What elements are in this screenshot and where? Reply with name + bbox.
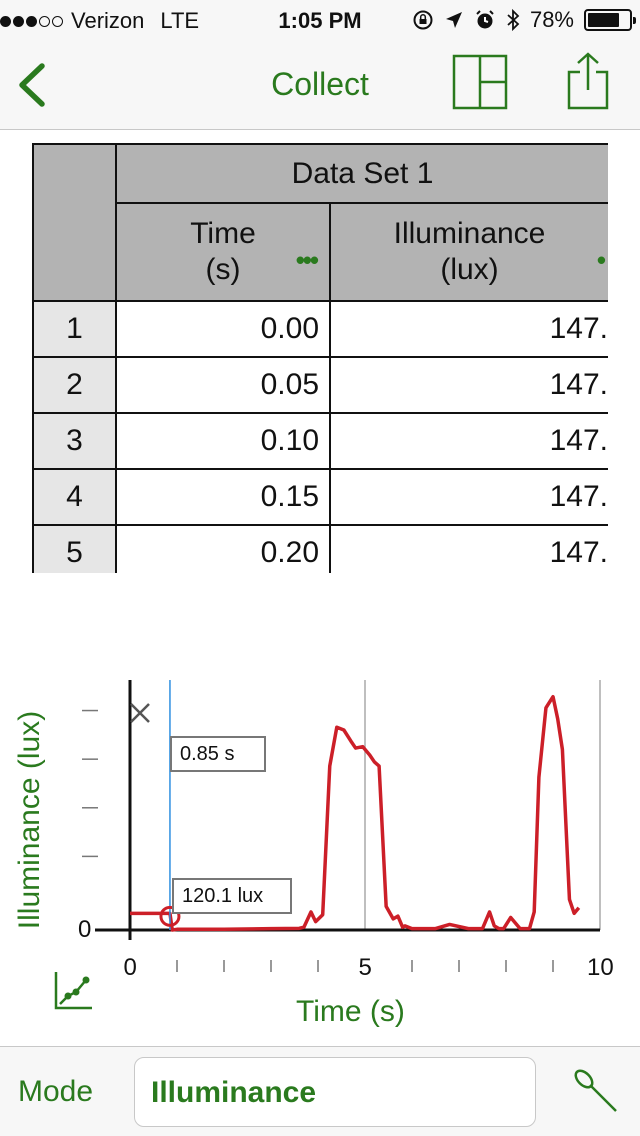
row-number: 5 bbox=[32, 524, 117, 573]
split-layout-icon[interactable] bbox=[452, 54, 508, 110]
page-title: Collect bbox=[271, 66, 369, 102]
status-right: 78% bbox=[412, 7, 636, 33]
time-cell[interactable]: 0.10 bbox=[115, 412, 331, 470]
battery-fill bbox=[588, 13, 620, 27]
close-x-icon bbox=[130, 703, 150, 723]
cursor-time-readout: 0.85 s bbox=[170, 736, 266, 772]
column-name: Time bbox=[190, 217, 256, 250]
more-options-icon[interactable]: ••• bbox=[295, 245, 319, 275]
table-row[interactable]: 4 0.15 147. bbox=[32, 468, 608, 526]
location-arrow-icon bbox=[445, 12, 462, 28]
cursor-marker bbox=[159, 905, 181, 927]
illuminance-cell[interactable]: 147. bbox=[328, 412, 608, 470]
column-name: Illuminance bbox=[393, 217, 546, 250]
x-tick-label: 0 bbox=[123, 954, 137, 981]
status-bar: Verizon LTE 1:05 PM 78% bbox=[0, 0, 640, 40]
bottom-toolbar: Mode Illuminance bbox=[0, 1046, 640, 1136]
plot-area[interactable] bbox=[0, 650, 640, 980]
x-tick-label: 10 bbox=[587, 954, 614, 981]
alarm-clock-icon bbox=[476, 10, 494, 29]
chevron-left-icon[interactable] bbox=[12, 62, 52, 108]
time-cell[interactable]: 0.05 bbox=[115, 356, 331, 414]
table-row[interactable]: 2 0.05 147. bbox=[32, 356, 608, 414]
column-unit: (s) bbox=[205, 253, 241, 286]
illuminance-cell[interactable]: 147. bbox=[328, 468, 608, 526]
column-unit: (lux) bbox=[440, 253, 499, 286]
mode-button[interactable]: Mode bbox=[18, 1075, 94, 1108]
time-cell[interactable]: 0.20 bbox=[115, 524, 331, 573]
status-left: Verizon LTE bbox=[0, 8, 199, 34]
probe-icon[interactable] bbox=[570, 1067, 624, 1121]
x-tick-label: 5 bbox=[358, 954, 372, 981]
battery-percent: 78% bbox=[529, 7, 574, 32]
table-row[interactable]: 1 0.00 147. bbox=[32, 300, 608, 358]
data-series-line bbox=[130, 694, 581, 932]
time-cell[interactable]: 0.00 bbox=[115, 300, 331, 358]
network-type: LTE bbox=[160, 8, 200, 33]
graph-options-icon[interactable] bbox=[52, 970, 94, 1012]
y-tick-label: 0 bbox=[78, 916, 92, 943]
row-number: 4 bbox=[32, 468, 117, 526]
table-row[interactable]: 3 0.10 147. bbox=[32, 412, 608, 470]
cursor-value-readout: 120.1 lux bbox=[172, 878, 292, 914]
battery-icon bbox=[584, 9, 636, 31]
data-set-title[interactable]: Data Set 1 bbox=[114, 143, 608, 204]
bluetooth-icon bbox=[507, 8, 520, 32]
column-header-illuminance[interactable]: Illuminance (lux) • bbox=[328, 202, 608, 302]
carrier-name: Verizon bbox=[71, 8, 145, 33]
illuminance-cell[interactable]: 147. bbox=[328, 524, 608, 573]
signal-strength-icon bbox=[0, 15, 63, 27]
table-row[interactable]: 5 0.20 147. bbox=[32, 524, 608, 573]
graph-panel[interactable]: Illuminance (lux) 0 0 5 10 0.85 s 120.1 lux… bbox=[0, 650, 640, 1045]
share-icon[interactable] bbox=[566, 50, 610, 112]
row-number: 3 bbox=[32, 412, 117, 470]
illuminance-cell[interactable]: 147. bbox=[328, 356, 608, 414]
column-header-time[interactable]: Time (s) ••• bbox=[115, 202, 331, 302]
nav-bar: Collect bbox=[0, 40, 640, 130]
row-number: 2 bbox=[32, 356, 117, 414]
row-number: 1 bbox=[32, 300, 117, 358]
illuminance-cell[interactable]: 147. bbox=[328, 300, 608, 358]
more-options-icon[interactable]: • bbox=[596, 245, 606, 275]
time-cell[interactable]: 0.15 bbox=[115, 468, 331, 526]
rotation-lock-icon bbox=[413, 10, 433, 30]
table-corner bbox=[32, 143, 117, 302]
data-table[interactable]: Data Set 1 Time (s) ••• Illuminance (lux… bbox=[32, 143, 608, 573]
mode-selector[interactable]: Illuminance bbox=[134, 1057, 536, 1127]
x-axis-label[interactable]: Time (s) bbox=[296, 995, 405, 1028]
status-time: 1:05 PM bbox=[278, 8, 362, 33]
